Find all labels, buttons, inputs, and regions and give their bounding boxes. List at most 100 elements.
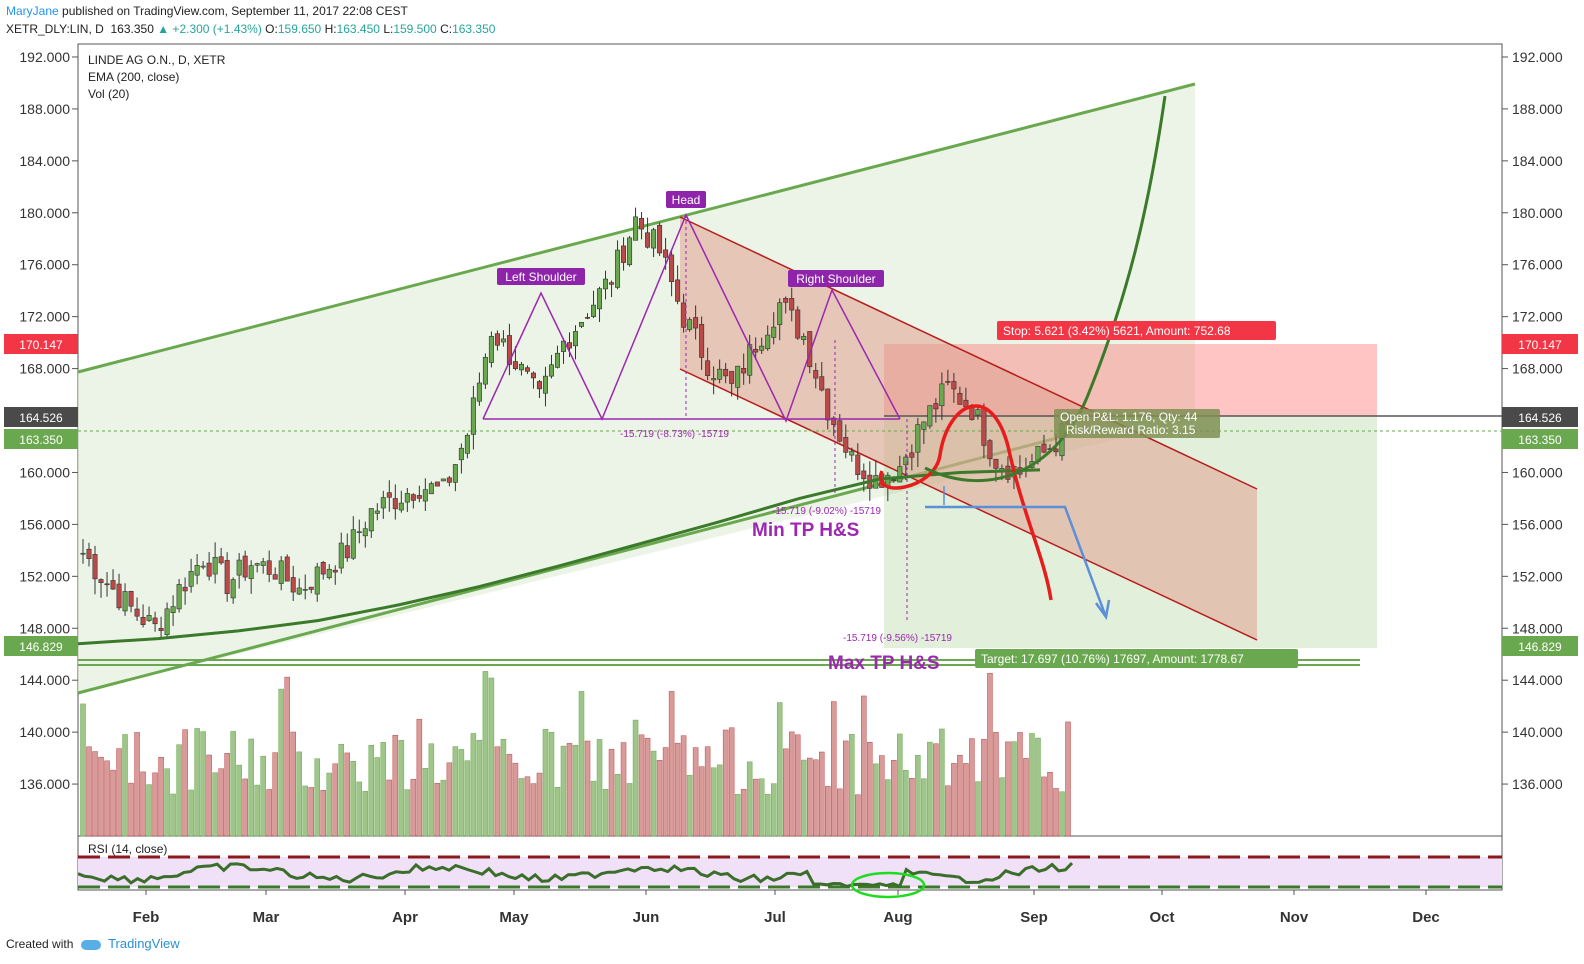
price-chart[interactable]: 192.000 188.000 184.000 180.000 176.000 172.0… [0,0,1584,930]
candle-body [470,397,476,435]
volume-bar [368,745,375,837]
target-price-left: 146.829 [19,640,63,654]
volume-bar [602,789,609,837]
x-axis-months: Feb Mar Apr May Jun Jul Aug Sep Oct Nov Dec [133,890,1440,926]
candle-body [837,420,843,442]
desc-channel-upper[interactable] [679,216,1258,490]
green-projection-curve[interactable] [924,95,1167,483]
candle-body [452,464,458,483]
candle-body [1053,448,1059,453]
last-price: 163.350 [110,22,154,36]
volume-bar [752,778,759,837]
volume-bar [494,746,501,837]
candle-body [939,383,945,407]
volume-bar [903,770,909,837]
volume-bar [933,743,939,837]
volume-bar [320,790,326,837]
volume-bar [176,744,182,837]
candle-body [933,403,939,410]
candle-body [981,407,987,446]
candle-body [645,232,651,248]
candle-body [290,577,296,593]
volume-bar [104,760,110,837]
x-month-label: Feb [133,909,160,926]
candle-body [272,574,278,580]
candle-body [518,363,524,371]
candle-body [657,224,663,254]
candle-body [254,563,260,566]
candle-body [711,378,717,381]
blue-projection[interactable] [925,505,1108,618]
tradingview-link[interactable]: TradingView [108,936,180,951]
candle-body [530,372,536,379]
candle-body [705,360,711,376]
volume-bar [734,794,741,837]
volume-bar [915,755,921,837]
open-label: O: [265,22,278,36]
candle-body [795,309,801,339]
volume-bar [542,728,549,837]
desc-channel-lower[interactable] [679,368,1258,641]
candle-body [825,388,831,421]
volume-bar [698,766,705,837]
volume-bar [596,739,603,837]
volume-bar [458,749,465,837]
candle-body [957,392,963,405]
volume-bar [975,781,981,837]
candle-body [681,302,687,328]
volume-bar [296,751,302,837]
volume-bar [1017,732,1023,837]
candle-body [110,580,116,590]
stop-badge-right [1502,334,1578,354]
candle-body [579,322,585,327]
candle-body [621,245,627,263]
y-tick-label-left: 192.000 [19,49,70,65]
volume-bar [909,778,915,837]
candle-body [524,367,530,372]
volume-bar [452,746,459,837]
candle-body [554,352,560,368]
candle-body [242,555,248,578]
candle-body [266,560,272,575]
volume-bar [782,748,789,837]
volume-bar [302,785,308,837]
candle-body [597,288,603,310]
candle-body [260,561,266,566]
volume-bar [128,782,134,837]
candle-body [230,579,236,599]
y-tick-label-right: 136.000 [1512,776,1563,792]
volume-bar [290,731,296,837]
red-projection-curve[interactable] [878,404,1053,601]
rsi-line[interactable] [77,862,1074,889]
volume-bar [152,772,158,837]
candle-body [440,478,446,482]
y-tick-label-right: 188.000 [1512,101,1563,117]
author-link[interactable]: MaryJane [6,4,59,18]
volume-bar [951,763,957,837]
candle-body [248,565,254,579]
volume-bar [608,748,615,837]
volume-bar [806,757,813,837]
y-tick-label-left: 152.000 [19,568,70,584]
candle-body [464,434,470,454]
volume-bar [584,740,591,837]
candle-body [104,583,110,586]
volume-bar [284,676,290,837]
x-month-label: Jul [764,909,786,926]
low-label: L: [383,22,394,36]
candle-body [669,254,675,282]
candle-body [152,617,158,625]
volume-bar [668,691,675,837]
volume-bar [512,762,519,837]
volume-bar [686,774,693,837]
volume-bar [224,753,230,837]
candle-body [350,529,356,559]
volume-bar [1023,758,1029,837]
candle-body [1005,465,1011,480]
volume-bar [428,743,435,837]
candle-body [482,357,488,385]
candle-body [687,319,693,330]
volume-bar [422,768,429,837]
candle-body [218,556,224,564]
volume-bar [716,764,723,837]
